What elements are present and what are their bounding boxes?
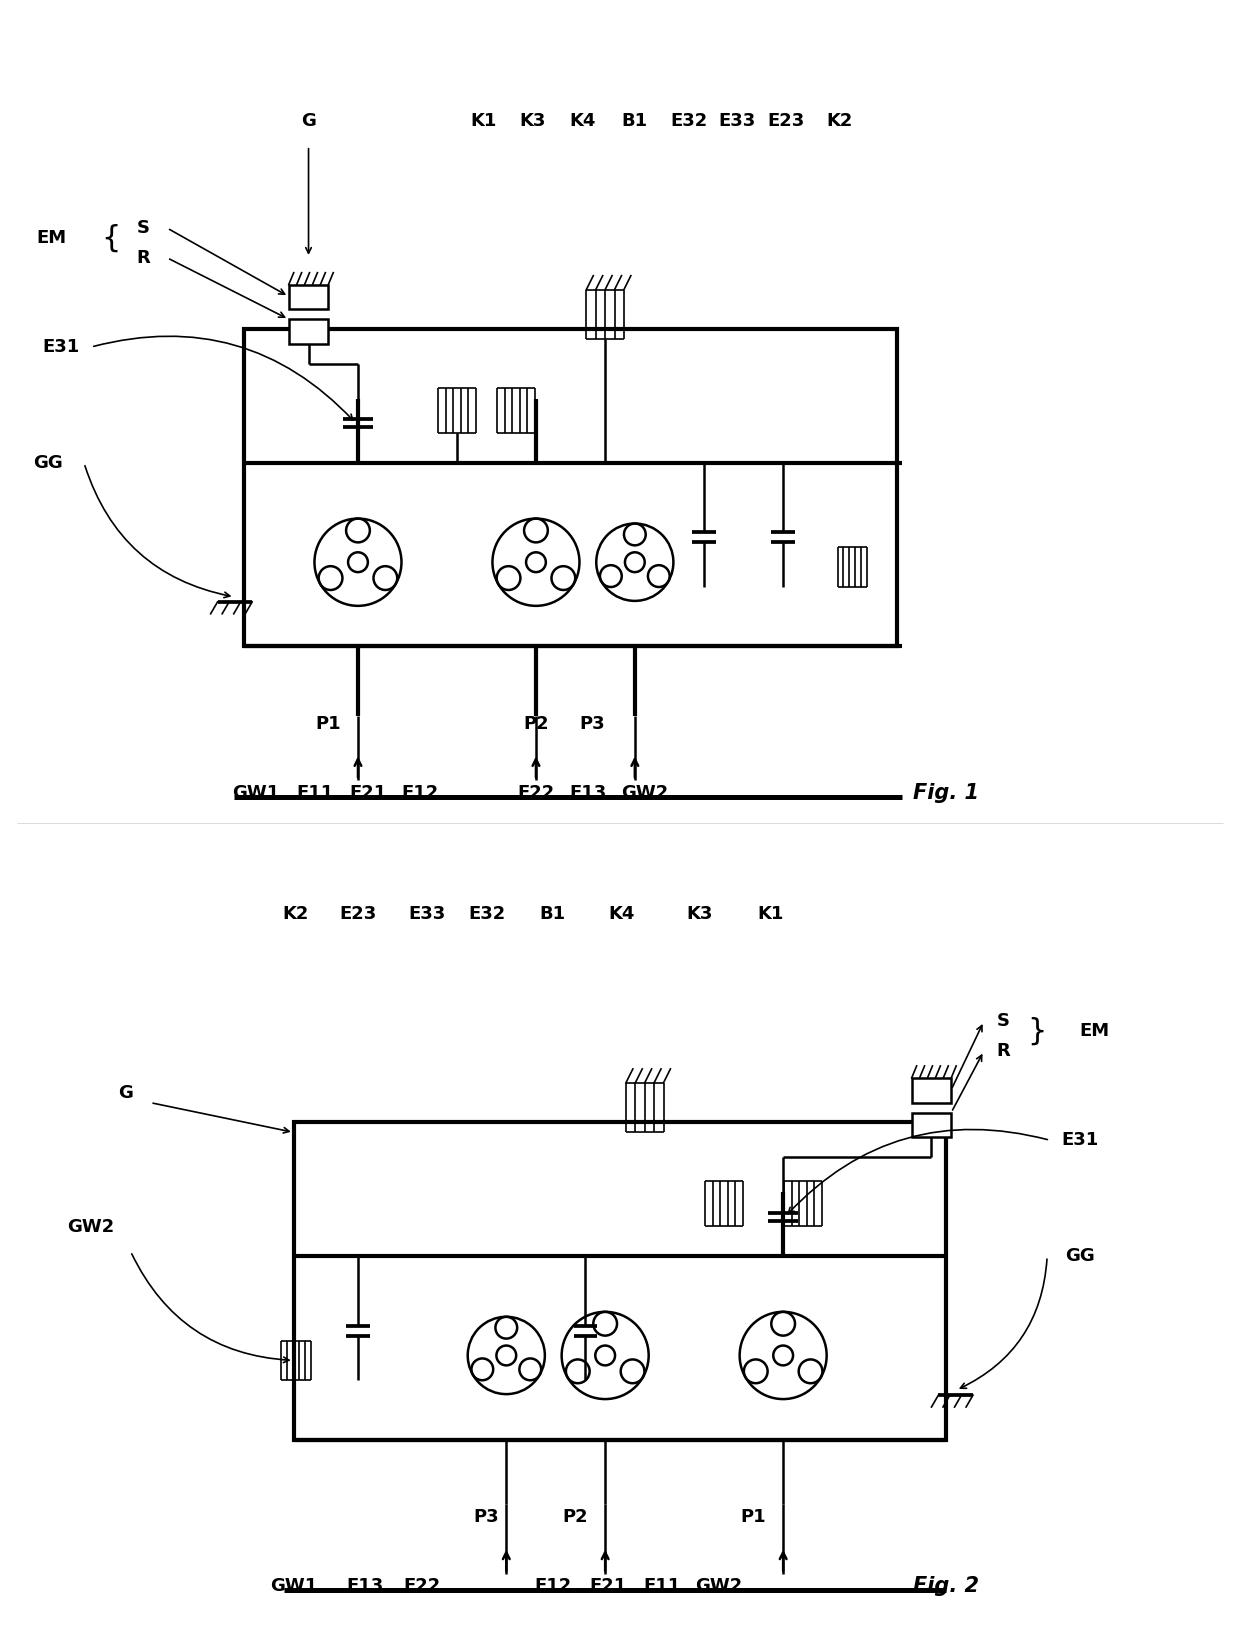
- Text: S: S: [136, 219, 150, 237]
- Text: EM: EM: [1080, 1022, 1110, 1040]
- Text: }: }: [1028, 1017, 1047, 1046]
- Text: GW1: GW1: [232, 785, 280, 803]
- Text: K3: K3: [520, 112, 546, 130]
- Text: R: R: [136, 248, 150, 266]
- Text: E22: E22: [403, 1578, 441, 1596]
- Text: E22: E22: [517, 785, 554, 803]
- Text: Fig. 1: Fig. 1: [914, 783, 980, 803]
- Text: E12: E12: [402, 785, 439, 803]
- Text: E12: E12: [534, 1578, 572, 1596]
- Text: K2: K2: [283, 905, 309, 923]
- Text: K2: K2: [826, 112, 853, 130]
- Text: R: R: [997, 1041, 1011, 1059]
- Text: E32: E32: [671, 112, 708, 130]
- Text: P1: P1: [315, 716, 341, 732]
- Text: P3: P3: [474, 1508, 500, 1527]
- Text: B1: B1: [621, 112, 647, 130]
- Text: E21: E21: [350, 785, 387, 803]
- Text: E33: E33: [718, 112, 755, 130]
- Text: S: S: [997, 1012, 1011, 1030]
- Text: EM: EM: [36, 229, 67, 247]
- Text: E33: E33: [408, 905, 446, 923]
- Text: P1: P1: [740, 1508, 766, 1527]
- Text: GW2: GW2: [696, 1578, 743, 1596]
- Bar: [289, 319, 329, 344]
- Bar: [294, 1122, 946, 1439]
- Text: GG: GG: [33, 454, 63, 472]
- Bar: [244, 329, 897, 646]
- Text: E11: E11: [642, 1578, 681, 1596]
- Text: K4: K4: [569, 112, 595, 130]
- Text: K1: K1: [758, 905, 784, 923]
- Text: E32: E32: [467, 905, 505, 923]
- Text: E13: E13: [569, 785, 608, 803]
- Text: P3: P3: [579, 716, 605, 732]
- Bar: [911, 1077, 951, 1102]
- Bar: [289, 285, 329, 309]
- Text: E31: E31: [42, 339, 79, 355]
- Text: {: {: [102, 224, 120, 252]
- Text: B1: B1: [539, 905, 565, 923]
- Text: G: G: [301, 112, 316, 130]
- Text: E13: E13: [346, 1578, 383, 1596]
- Text: E11: E11: [296, 785, 334, 803]
- Text: GW2: GW2: [67, 1217, 114, 1235]
- Text: G: G: [118, 1084, 133, 1102]
- Text: E31: E31: [1061, 1132, 1099, 1150]
- Text: P2: P2: [523, 716, 549, 732]
- Text: Fig. 2: Fig. 2: [914, 1576, 980, 1597]
- Text: K1: K1: [470, 112, 497, 130]
- Text: K4: K4: [609, 905, 635, 923]
- Text: K3: K3: [686, 905, 712, 923]
- Text: GW2: GW2: [621, 785, 668, 803]
- Bar: [911, 1112, 951, 1137]
- Text: GG: GG: [1065, 1247, 1095, 1265]
- Text: E23: E23: [768, 112, 805, 130]
- Text: GW1: GW1: [270, 1578, 317, 1596]
- Text: P2: P2: [563, 1508, 588, 1527]
- Text: E21: E21: [589, 1578, 626, 1596]
- Text: E23: E23: [340, 905, 377, 923]
